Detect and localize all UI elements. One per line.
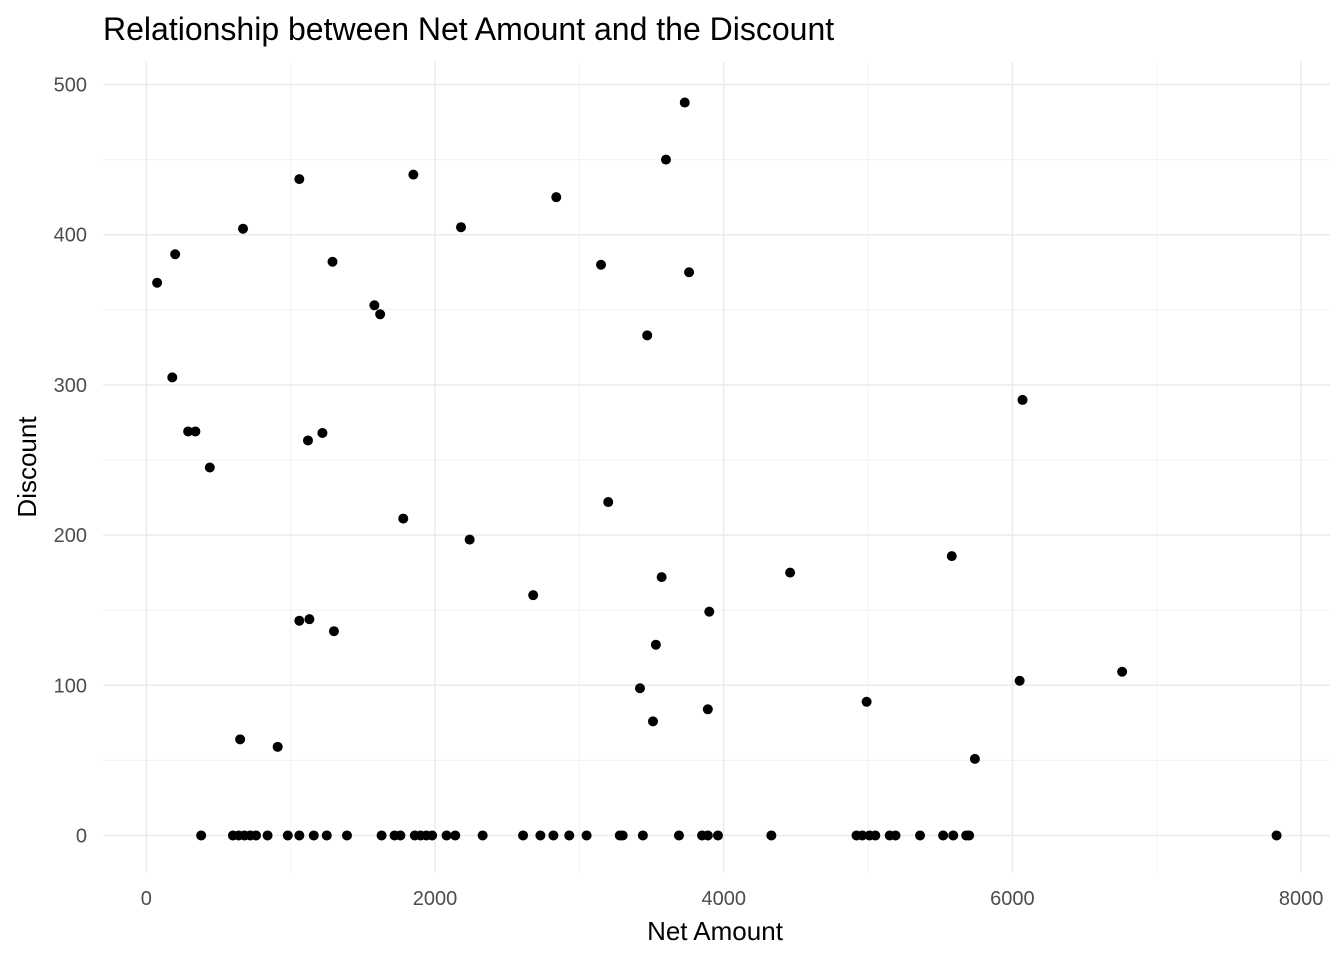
data-point [1117,666,1128,677]
data-point [766,830,777,841]
data-point [702,704,713,715]
data-point [535,830,546,841]
data-point [948,830,959,841]
data-point [376,830,387,841]
data-point [712,830,723,841]
data-point [190,426,201,437]
data-point [251,830,262,841]
data-point [634,683,645,694]
data-point [1014,675,1025,686]
data-point [656,572,667,583]
data-point [196,830,207,841]
y-tick-label: 100 [54,675,87,697]
data-point [581,830,592,841]
x-tick-label: 6000 [990,888,1035,910]
data-point [684,267,695,278]
y-tick-label: 200 [54,525,87,547]
data-point [915,830,926,841]
data-point [861,696,872,707]
data-point [398,513,409,524]
data-point [183,426,194,437]
data-point [170,249,181,260]
data-point [1017,394,1028,405]
data-point [369,300,380,311]
data-point [528,590,539,601]
data-point [455,222,466,233]
data-point [328,626,339,637]
data-point [603,497,614,508]
x-tick-label: 0 [141,888,152,910]
data-point [450,830,461,841]
x-tick-label: 4000 [701,888,746,910]
data-point [596,259,607,270]
data-point [548,830,559,841]
data-point [204,462,215,473]
data-point [477,830,488,841]
y-tick-label: 400 [54,225,87,247]
data-point [890,830,901,841]
data-point [564,830,575,841]
data-point [518,830,529,841]
data-point [946,551,957,562]
data-point [235,734,246,745]
grid-lines [103,62,1330,873]
data-point [870,830,881,841]
x-tick-label: 2000 [413,888,458,910]
x-axis-ticks: 0 2000 4000 6000 8000 [141,888,1324,910]
data-point [642,330,653,341]
data-point [341,830,352,841]
data-point [964,830,975,841]
y-tick-label: 0 [76,825,87,847]
data-point [679,97,690,108]
data-point [660,154,671,165]
data-point [650,639,661,650]
y-tick-label: 500 [54,75,87,97]
data-point [617,830,628,841]
data-point [785,567,796,578]
data-point [294,615,305,626]
chart-title: Relationship between Net Amount and the … [103,11,834,47]
data-point [464,534,475,545]
data-point [704,606,715,617]
y-tick-label: 300 [54,375,87,397]
data-point [167,372,178,383]
data-point [647,716,658,727]
data-point [272,741,283,752]
data-point [238,223,249,234]
data-point [321,830,332,841]
data-point [637,830,648,841]
data-point [857,830,868,841]
data-point [308,830,319,841]
data-point [317,427,328,438]
data-point [262,830,273,841]
data-point [673,830,684,841]
data-point [294,174,305,185]
x-tick-label: 8000 [1279,888,1324,910]
data-point [375,309,386,320]
data-point [302,435,313,446]
data-point [969,753,980,764]
data-point [427,830,438,841]
data-point [327,256,338,267]
data-point [441,830,452,841]
data-point [702,830,713,841]
data-point [152,277,163,288]
data-point [1271,830,1282,841]
data-point [408,169,419,180]
data-point [395,830,406,841]
data-point [294,830,305,841]
data-points [152,97,1282,841]
data-point [304,614,315,625]
x-axis-title: Net Amount [647,916,784,946]
y-axis-title: Discount [12,416,42,518]
y-axis-ticks: 0 100 200 300 400 500 [54,75,87,848]
data-point [282,830,293,841]
data-point [551,192,562,203]
data-point [938,830,949,841]
